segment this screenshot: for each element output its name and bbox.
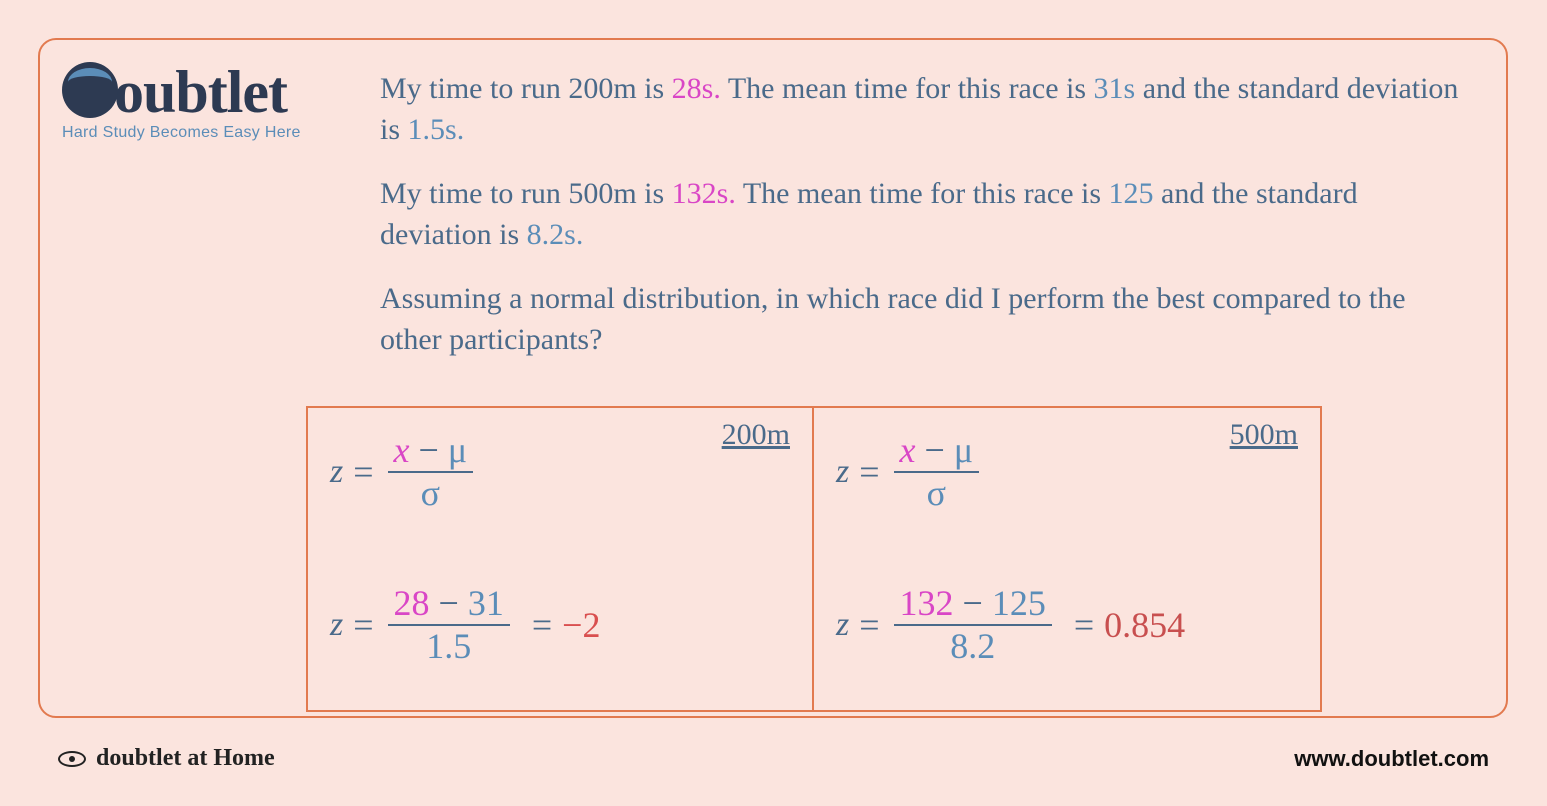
p2-time: 132s. [672,177,736,210]
numerator: x − μ [388,430,474,471]
solution-boxes: 200m z = x − μ σ z = 28 − 31 1.5 = [306,406,1322,712]
val-mu: 31 [468,583,504,623]
footer-left-text: doubtlet at Home [96,745,275,772]
val-x: 132 [900,583,954,623]
var-sigma: σ [921,473,952,514]
numerator: 28 − 31 [388,583,510,624]
val-mu: 125 [992,583,1046,623]
p2-mean: 125 [1109,177,1154,210]
op-eq: = [353,451,373,493]
footer-left: doubtlet at Home [58,745,275,772]
var-x: x [394,430,410,470]
op-eq: = [1074,604,1094,646]
var-mu: μ [954,430,973,470]
logo-d-icon [62,62,118,118]
logo-text: oubtlet [114,59,287,125]
p2-text: My time to run 500m is [380,177,672,210]
paragraph-500m: My time to run 500m is 132s. The mean ti… [380,173,1470,256]
op-minus: − [963,583,983,623]
p1-text: My time to run 200m is [380,72,672,105]
p1-sd: 1.5s. [408,113,465,146]
var-z: z [836,453,849,491]
box-500m: 500m z = x − μ σ z = 132 − 125 8.2 = [814,406,1322,712]
fraction: 132 − 125 8.2 [894,583,1052,668]
op-eq: = [859,604,879,646]
var-z: z [330,606,343,644]
op-eq: = [532,604,552,646]
p1-mean: 31s [1094,72,1136,105]
z-calc-200m: z = 28 − 31 1.5 = −2 [330,583,790,668]
var-z: z [836,606,849,644]
paragraph-question: Assuming a normal distribution, in which… [380,278,1470,361]
fraction: x − μ σ [388,430,474,515]
numerator: x − μ [894,430,980,471]
op-eq: = [859,451,879,493]
p2-text2: The mean time for this race is [736,177,1109,210]
logo-tagline: Hard Study Becomes Easy Here [62,124,362,142]
op-minus: − [925,430,945,470]
numerator: 132 − 125 [894,583,1052,624]
paragraph-200m: My time to run 200m is 28s. The mean tim… [380,68,1470,151]
problem-statement: My time to run 200m is 28s. The mean tim… [380,68,1470,382]
fraction: 28 − 31 1.5 [388,583,510,668]
p1-text2: The mean time for this race is [721,72,1094,105]
brand-logo: oubtlet Hard Study Becomes Easy Here [62,62,362,142]
content-card: oubtlet Hard Study Becomes Easy Here My … [38,38,1508,718]
logo-word: oubtlet [62,62,362,122]
var-x: x [900,430,916,470]
var-z: z [330,453,343,491]
fraction: x − μ σ [894,430,980,515]
op-minus: − [439,583,459,623]
footer-right: www.doubtlet.com [1294,746,1489,772]
p1-time: 28s. [672,72,721,105]
op-minus: − [419,430,439,470]
box-label-500m: 500m [1230,418,1298,452]
box-label-200m: 200m [722,418,790,452]
box-200m: 200m z = x − μ σ z = 28 − 31 1.5 = [306,406,814,712]
val-x: 28 [394,583,430,623]
eye-icon [58,751,86,767]
z-calc-500m: z = 132 − 125 8.2 = 0.854 [836,583,1298,668]
val-sigma: 8.2 [944,626,1001,667]
p2-sd: 8.2s. [527,218,584,251]
val-sigma: 1.5 [420,626,477,667]
var-mu: μ [448,430,467,470]
var-sigma: σ [415,473,446,514]
answer-200m: −2 [562,604,600,646]
op-eq: = [353,604,373,646]
answer-500m: 0.854 [1104,604,1185,646]
